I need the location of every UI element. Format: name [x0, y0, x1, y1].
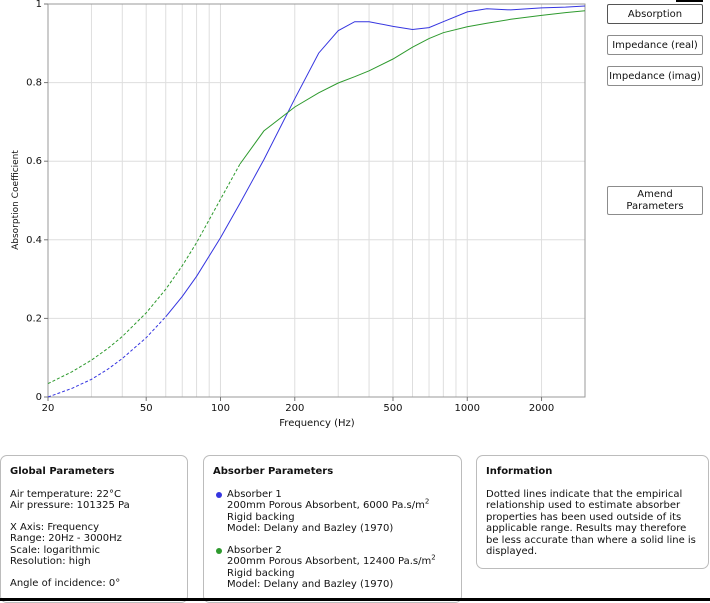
scale-setting: Scale: logarithmic	[10, 544, 100, 556]
amend-label-line2: Parameters	[626, 201, 684, 212]
x-tick-label: 500	[383, 403, 402, 414]
resolution-setting: Resolution: high	[10, 556, 91, 567]
y-ticks: 0 0.2 0.4 0.6 0.8 1	[26, 0, 48, 403]
amend-parameters-button[interactable]: Amend Parameters	[607, 186, 703, 215]
x-tick-label: 50	[140, 403, 153, 414]
absorber-backing: Rigid backing	[227, 567, 295, 579]
y-tick-label: 0.6	[26, 156, 42, 167]
panel-title: Information	[486, 466, 553, 477]
x-ticks: 20 50 100 200 500 1000 2000	[42, 397, 554, 414]
absorber-1-color-dot	[216, 491, 222, 498]
impedance-imag-button[interactable]: Impedance (imag)	[607, 66, 703, 86]
x-tick-label: 20	[42, 403, 55, 414]
panel-title: Global Parameters	[10, 466, 115, 477]
angle-of-incidence: Angle of incidence: 0°	[10, 577, 121, 589]
global-parameters-panel: Global Parameters Air temperature: 22°C …	[0, 455, 188, 603]
amend-label-line1: Amend	[637, 189, 673, 200]
chart-grid	[47, 3, 586, 398]
information-panel: Information Dotted lines indicate that t…	[476, 455, 709, 569]
absorber-model: Model: Delany and Bazley (1970)	[227, 523, 394, 534]
x-axis-label: Frequency (Hz)	[279, 418, 355, 429]
absorber-description: 200mm Porous Absorbent, 12400 Pa.s/m2	[227, 553, 436, 567]
absorber-1: Absorber 1 200mm Porous Absorbent, 6000 …	[213, 489, 452, 535]
chart-series	[47, 5, 586, 398]
absorber-name: Absorber 1	[227, 488, 282, 500]
series-1-solid-line	[165, 5, 586, 318]
air-temperature: Air temperature: 22°C	[10, 488, 122, 500]
x-tick-label: 100	[211, 403, 230, 414]
y-tick-label: 0.4	[26, 235, 42, 246]
absorber-name: Absorber 2	[227, 544, 282, 556]
series-2-dotted-line	[47, 163, 241, 385]
air-pressure: Air pressure: 101325 Pa	[10, 500, 130, 511]
y-tick-label: 0	[36, 392, 42, 403]
absorption-button[interactable]: Absorption	[607, 4, 703, 24]
information-text: Dotted lines indicate that the empirical…	[486, 488, 696, 558]
y-tick-label: 0.2	[26, 313, 42, 324]
x-tick-label: 1000	[455, 403, 480, 414]
absorber-description: 200mm Porous Absorbent, 6000 Pa.s/m2	[227, 497, 430, 511]
absorber-model: Model: Delany and Bazley (1970)	[227, 579, 394, 590]
y-tick-label: 0.8	[26, 78, 42, 89]
y-tick-label: 1	[36, 0, 42, 10]
panel-title: Absorber Parameters	[213, 466, 334, 477]
bottom-edge-bar	[0, 598, 710, 601]
impedance-real-button[interactable]: Impedance (real)	[607, 35, 703, 55]
absorber-2: Absorber 2 200mm Porous Absorbent, 12400…	[213, 545, 452, 591]
series-2-solid-line	[239, 10, 586, 165]
y-axis-label: Absorption Coefficient	[11, 150, 21, 250]
absorption-chart: 0 0.2 0.4 0.6 0.8 1 20 50 100 200 500 1000 2000 Fre…	[11, 0, 586, 429]
absorber-parameters-panel: Absorber Parameters Absorber 1 200mm Por…	[203, 455, 462, 603]
plot-frame	[47, 3, 586, 398]
absorber-backing: Rigid backing	[227, 511, 295, 523]
x-tick-label: 200	[285, 403, 304, 414]
top-edge-line	[676, 0, 703, 2]
range-setting: Range: 20Hz - 3000Hz	[10, 533, 122, 544]
x-axis-setting: X Axis: Frequency	[10, 521, 99, 533]
x-tick-label: 2000	[529, 403, 554, 414]
series-1-dotted-line	[47, 316, 167, 398]
absorber-2-color-dot	[216, 547, 222, 554]
